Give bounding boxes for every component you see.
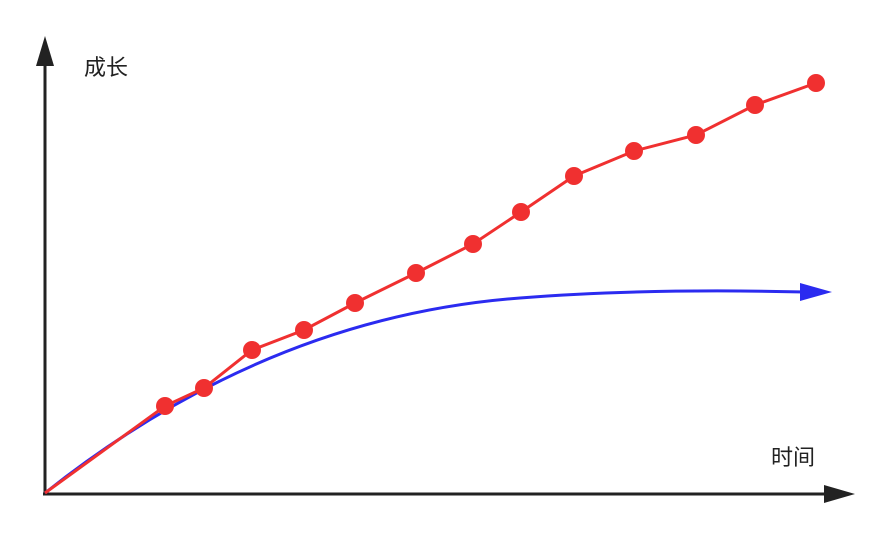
growth-point <box>807 74 825 92</box>
smooth-growth-curve <box>44 289 806 495</box>
y-axis-label: 成长 <box>84 56 129 81</box>
growth-point <box>625 142 643 160</box>
growth-point <box>407 264 425 282</box>
growth-point <box>565 167 583 185</box>
smooth-curve-arrow-icon <box>800 283 832 301</box>
stepwise-growth-line <box>44 81 817 495</box>
growth-point <box>346 294 364 312</box>
growth-point <box>746 96 764 114</box>
growth-point <box>687 126 705 144</box>
growth-point <box>156 397 174 415</box>
x-axis-label: 时间 <box>771 446 816 471</box>
y-axis-arrow-icon <box>36 36 54 66</box>
growth-point <box>195 379 213 397</box>
growth-point <box>464 235 482 253</box>
growth-point <box>512 203 530 221</box>
x-axis-arrow-icon <box>824 485 855 503</box>
growth-point <box>295 321 313 339</box>
growth-point <box>243 341 261 359</box>
